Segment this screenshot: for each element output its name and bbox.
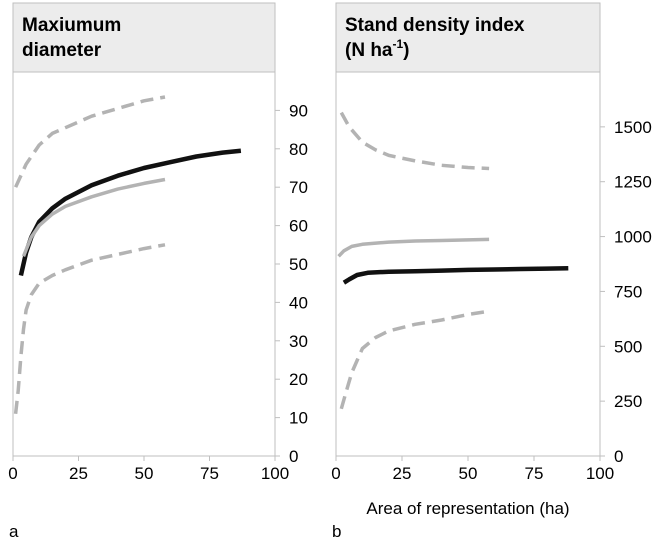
panel-b-title-line-2-main: (N ha (345, 40, 393, 61)
panel-b-x-tick-label: 0 (331, 464, 340, 483)
panel-a-x-tick-label: 100 (261, 464, 289, 483)
panel-b-y-tick-label: 1000 (614, 228, 652, 247)
panel-b-y-tick-label: 750 (614, 282, 642, 301)
panel-a-chart: Maxiumum diameter 0 25 50 75 100010203040506… (8, 2, 308, 541)
panel-b-series-dashed-line (339, 111, 490, 171)
panel-b-title-suffix: ) (403, 40, 409, 61)
panel-b-y-tick-label: 500 (614, 337, 642, 356)
panel-b-x-tick-label: 100 (586, 464, 614, 483)
panel-b-chart: Stand density index (N ha-1) 0 25 50 75 1000… (331, 2, 652, 541)
panel-b-y-tick-label: 0 (614, 447, 623, 466)
panel-b-x-tick-label: 25 (393, 464, 412, 483)
panel-b-title-box (335, 2, 601, 73)
panel-a-y-tick-label: 90 (289, 101, 308, 120)
panel-a-title-box (12, 2, 276, 73)
panel-b-title-line-2: (N ha-1) (345, 37, 410, 61)
panel-a-title-line-1: Maxiumum (22, 15, 121, 36)
panel-b-title-line-1: Stand density index (345, 15, 525, 36)
panel-b-x-axis-label: Area of representation (ha) (366, 499, 569, 518)
panel-a-y-tick-label: 30 (289, 332, 308, 351)
panel-a-y-tick-label: 40 (289, 293, 308, 312)
panel-b-y-tick-label: 1250 (614, 173, 652, 192)
panel-a-y-tick-label: 10 (289, 409, 308, 428)
panel-a-y-tick-label: 70 (289, 178, 308, 197)
panel-a-series-dashed-line (13, 243, 166, 414)
panel-a-x-tick-label: 75 (200, 464, 219, 483)
panel-a-y-tick-label: 50 (289, 255, 308, 274)
panel-a-title-line-2: diameter (22, 40, 102, 61)
panel-b-y-tick-label: 250 (614, 392, 642, 411)
panel-a-y-tick-label: 20 (289, 370, 308, 389)
panel-b-series-dashed-line (339, 309, 490, 410)
panel-b-title-superscript: -1 (393, 37, 404, 51)
panel-b-series-gray-line (337, 237, 490, 258)
panel-b-label: b (332, 522, 341, 541)
panel-a-y-tick-label: 80 (289, 140, 308, 159)
panel-a-x-tick-label: 50 (135, 464, 154, 483)
panel-b-x-tick-label: 50 (459, 464, 478, 483)
panel-a-x-tick-label: 0 (8, 464, 17, 483)
panel-a-x-tick-label: 25 (69, 464, 88, 483)
panel-b-series-black-line (342, 265, 569, 285)
panel-a-label: a (9, 522, 19, 541)
panel-a-series-gray-line (21, 177, 166, 257)
panel-a-y-tick-label: 0 (289, 447, 298, 466)
panel-a-series-dashed-line (14, 95, 166, 188)
panel-b-x-tick-label: 75 (525, 464, 544, 483)
panel-b-y-tick-label: 1500 (614, 118, 652, 137)
panel-a-y-tick-label: 60 (289, 217, 308, 236)
